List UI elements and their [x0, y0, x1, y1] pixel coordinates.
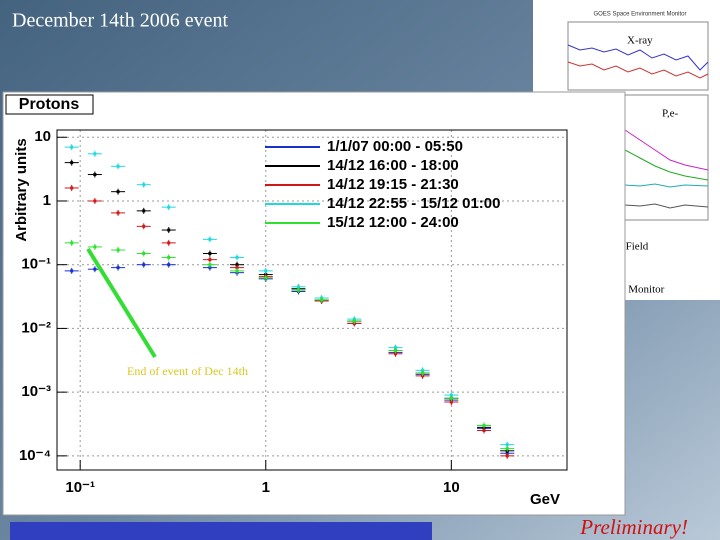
goes-curve — [624, 129, 709, 171]
data-point — [167, 241, 171, 245]
data-point — [70, 161, 74, 165]
data-point — [208, 263, 212, 267]
data-point — [142, 251, 146, 255]
y-axis-label: Arbitrary units — [13, 138, 30, 241]
y-tick-label: 10⁻² — [21, 319, 51, 336]
footer-bar — [10, 522, 432, 540]
data-point — [505, 447, 509, 451]
data-point — [93, 152, 97, 156]
goes-label: c Field — [618, 241, 649, 253]
goes-curve — [624, 203, 709, 209]
goes-label: X-ray — [627, 35, 653, 47]
data-point — [449, 396, 453, 400]
legend-label: 1/1/07 00:00 - 05:50 — [327, 138, 463, 155]
data-point — [142, 263, 146, 267]
goes-label: P,e- — [662, 108, 679, 120]
data-point — [116, 164, 120, 168]
data-point — [142, 209, 146, 213]
data-point — [142, 224, 146, 228]
y-tick-label: 1 — [43, 192, 51, 209]
goes-curve — [624, 183, 709, 188]
data-point — [264, 269, 268, 273]
legend-label: 14/12 19:15 - 21:30 — [327, 176, 459, 193]
y-tick-label: 10⁻⁴ — [19, 447, 51, 464]
x-tick-label: 1 — [262, 479, 270, 496]
data-point — [393, 352, 397, 356]
data-point — [449, 400, 453, 404]
data-point — [93, 245, 97, 249]
legend-label: 14/12 22:55 - 15/12 01:00 — [327, 195, 500, 212]
data-point — [352, 319, 356, 323]
title-box — [5, 94, 94, 115]
goes-curve — [567, 44, 709, 71]
data-point — [93, 199, 97, 203]
data-point — [505, 454, 509, 458]
legend-label: 15/12 12:00 - 24:00 — [327, 214, 459, 231]
data-point — [421, 371, 425, 375]
data-point — [208, 258, 212, 262]
x-tick-label: 10⁻¹ — [65, 479, 95, 496]
data-point — [235, 266, 239, 270]
goes-frame — [567, 21, 709, 91]
y-tick-label: 10⁻³ — [21, 383, 51, 400]
data-point — [70, 186, 74, 190]
data-point — [116, 248, 120, 252]
plot: 10 1 10⁻¹ 10⁻² 10⁻³ 10⁻⁴ 10⁻¹ 1 10 1/1/07 00:00 -… — [19, 128, 568, 496]
annotation: End of event of Dec 14th — [127, 364, 248, 378]
data-point — [296, 288, 300, 292]
data-point — [235, 269, 239, 273]
data-point — [70, 145, 74, 149]
data-point — [482, 429, 486, 433]
y-tick-label: 10 — [34, 128, 51, 145]
data-point — [393, 349, 397, 353]
data-point — [505, 443, 509, 447]
data-point — [93, 267, 97, 271]
data-point — [167, 255, 171, 259]
data-point — [264, 276, 268, 280]
data-point — [235, 255, 239, 259]
data-point — [208, 237, 212, 241]
data-point — [93, 173, 97, 177]
goes-title: GOES Space Environment Monitor — [593, 12, 686, 18]
data-point — [449, 393, 453, 397]
chart-title: Protons — [19, 96, 80, 113]
y-tick-label: 10⁻¹ — [21, 256, 51, 273]
data-point — [142, 183, 146, 187]
data-point — [167, 205, 171, 209]
x-axis-label: GeV — [530, 491, 560, 508]
data-point — [167, 228, 171, 232]
data-point — [296, 285, 300, 289]
x-tick-label: 10 — [443, 479, 460, 496]
data-point — [116, 190, 120, 194]
data-point — [116, 266, 120, 270]
data-point — [116, 211, 120, 215]
data-point — [70, 241, 74, 245]
data-point — [208, 251, 212, 255]
legend-label: 14/12 16:00 - 18:00 — [327, 157, 459, 174]
data-point — [320, 298, 324, 302]
goes-curve — [624, 149, 709, 181]
plot-panel — [2, 91, 626, 516]
goes-curve — [567, 61, 709, 79]
data-point — [70, 269, 74, 273]
slide-title: December 14th 2006 event — [12, 10, 228, 32]
goes-label: n Monitor — [620, 284, 665, 296]
plot-frame — [56, 129, 568, 471]
data-point — [167, 263, 171, 267]
data-point — [482, 423, 486, 427]
preliminary-label: Preliminary! — [579, 515, 688, 539]
annotation-arrow — [86, 247, 157, 359]
